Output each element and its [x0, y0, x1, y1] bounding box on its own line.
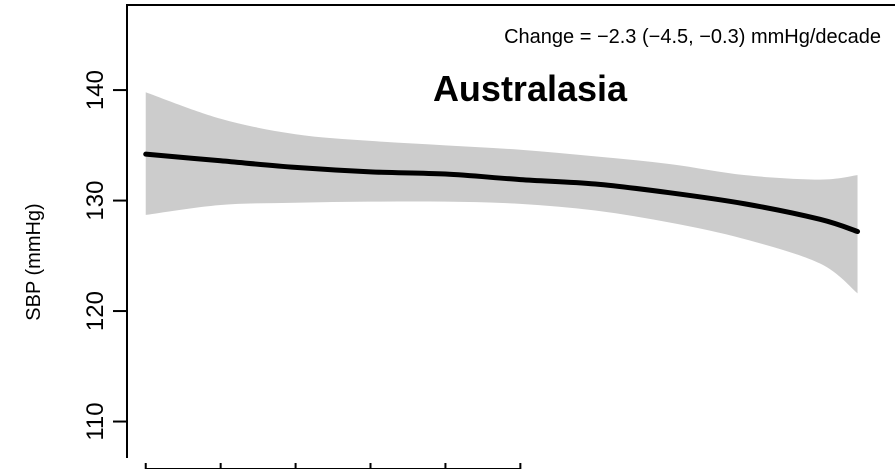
y-tick-label: 110: [82, 402, 109, 440]
confidence-band: [145, 92, 858, 294]
series-line-layer: [143, 151, 861, 234]
axis-layer: 110 120 130 140: [82, 4, 895, 469]
change-annotation: Change = −2.3 (−4.5, −0.3) mmHg/decade: [504, 26, 881, 48]
y-tick-label: 140: [82, 70, 109, 110]
y-axis-title: SBP (mmHg): [23, 203, 45, 320]
y-tick-label: 130: [82, 181, 109, 221]
plot-frame: [126, 4, 895, 458]
confidence-band-layer: [145, 92, 858, 294]
chart-title: Australasia: [433, 68, 628, 109]
series-line: [143, 151, 861, 234]
y-tick-label: 120: [82, 291, 109, 331]
